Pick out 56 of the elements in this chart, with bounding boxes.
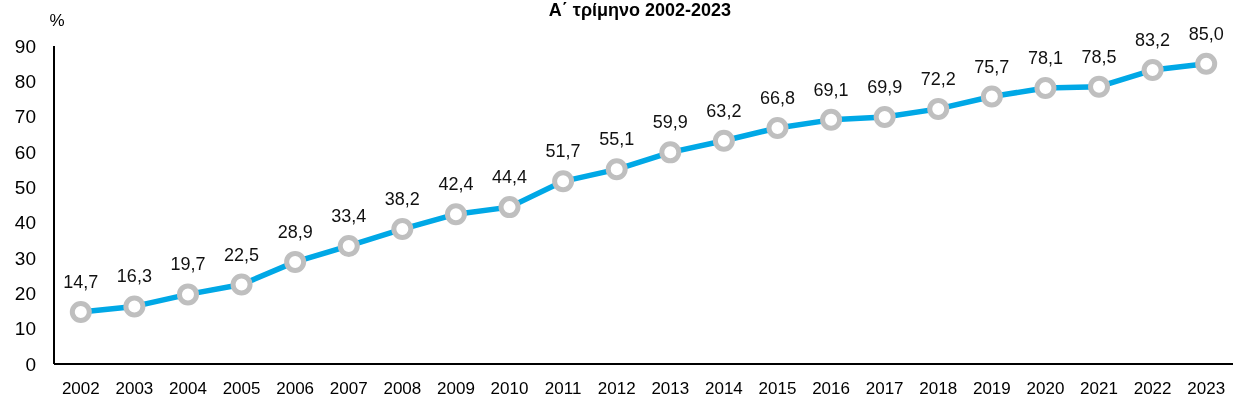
chart-title: Α΄ τρίμηνο 2002-2023	[548, 0, 732, 20]
y-tick-label: 40	[14, 212, 36, 234]
data-label: 78,5	[1081, 46, 1117, 67]
y-tick-label: 60	[14, 141, 36, 163]
x-tick-label: 2016	[812, 379, 850, 398]
data-label: 38,2	[384, 189, 420, 210]
x-tick-label: 2019	[972, 379, 1011, 398]
y-tick-label: 90	[14, 35, 36, 57]
x-tick-label: 2012	[597, 379, 636, 398]
data-label: 14,7	[63, 272, 99, 293]
y-axis-title: %	[49, 11, 65, 30]
y-tick-label: 80	[14, 70, 36, 92]
x-tick-label: 2023	[1187, 379, 1226, 398]
data-label: 19,7	[170, 254, 206, 275]
data-label: 28,9	[277, 221, 313, 242]
x-tick-label: 2010	[490, 379, 529, 398]
x-tick-label: 2020	[1026, 379, 1065, 398]
data-label: 72,2	[920, 68, 956, 89]
data-label: 59,9	[652, 112, 688, 133]
y-tick-label: 50	[14, 176, 36, 198]
data-label: 69,1	[813, 79, 849, 100]
x-tick-label: 2017	[865, 379, 904, 398]
x-tick-label: 2013	[651, 379, 690, 398]
y-tick-label: 20	[14, 282, 36, 304]
x-tick-label: 2006	[276, 379, 315, 398]
data-label: 78,1	[1027, 48, 1063, 69]
data-label: 33,4	[331, 205, 367, 226]
data-label: 51,7	[545, 141, 581, 162]
x-tick-label: 2018	[919, 379, 958, 398]
x-tick-label: 2008	[383, 379, 422, 398]
x-tick-label: 2007	[329, 379, 368, 398]
y-tick-label: 0	[25, 353, 36, 375]
data-label: 55,1	[599, 129, 635, 150]
x-tick-label: 2009	[437, 379, 475, 398]
data-label: 42,4	[438, 174, 474, 195]
x-tick-label: 2022	[1133, 379, 1172, 398]
data-label: 63,2	[706, 100, 742, 121]
data-label: 44,4	[492, 167, 528, 188]
data-label: 22,5	[224, 244, 260, 265]
x-tick-label: 2003	[115, 379, 154, 398]
x-tick-label: 2014	[704, 379, 743, 398]
data-label: 83,2	[1135, 30, 1171, 51]
data-label: 66,8	[759, 87, 795, 108]
x-tick-label: 2005	[222, 379, 261, 398]
data-label: 85,0	[1188, 23, 1224, 44]
data-label: 75,7	[974, 56, 1010, 77]
data-label: 69,9	[867, 77, 903, 98]
x-tick-label: 2011	[544, 379, 582, 398]
y-tick-label: 70	[14, 106, 36, 128]
data-label: 16,3	[116, 266, 152, 287]
x-tick-label: 2002	[61, 379, 100, 398]
x-tick-label: 2021	[1080, 379, 1118, 398]
x-tick-label: 2004	[169, 379, 207, 398]
y-tick-label: 10	[14, 318, 36, 340]
x-tick-label: 2015	[758, 379, 797, 398]
y-tick-label: 30	[14, 247, 36, 269]
